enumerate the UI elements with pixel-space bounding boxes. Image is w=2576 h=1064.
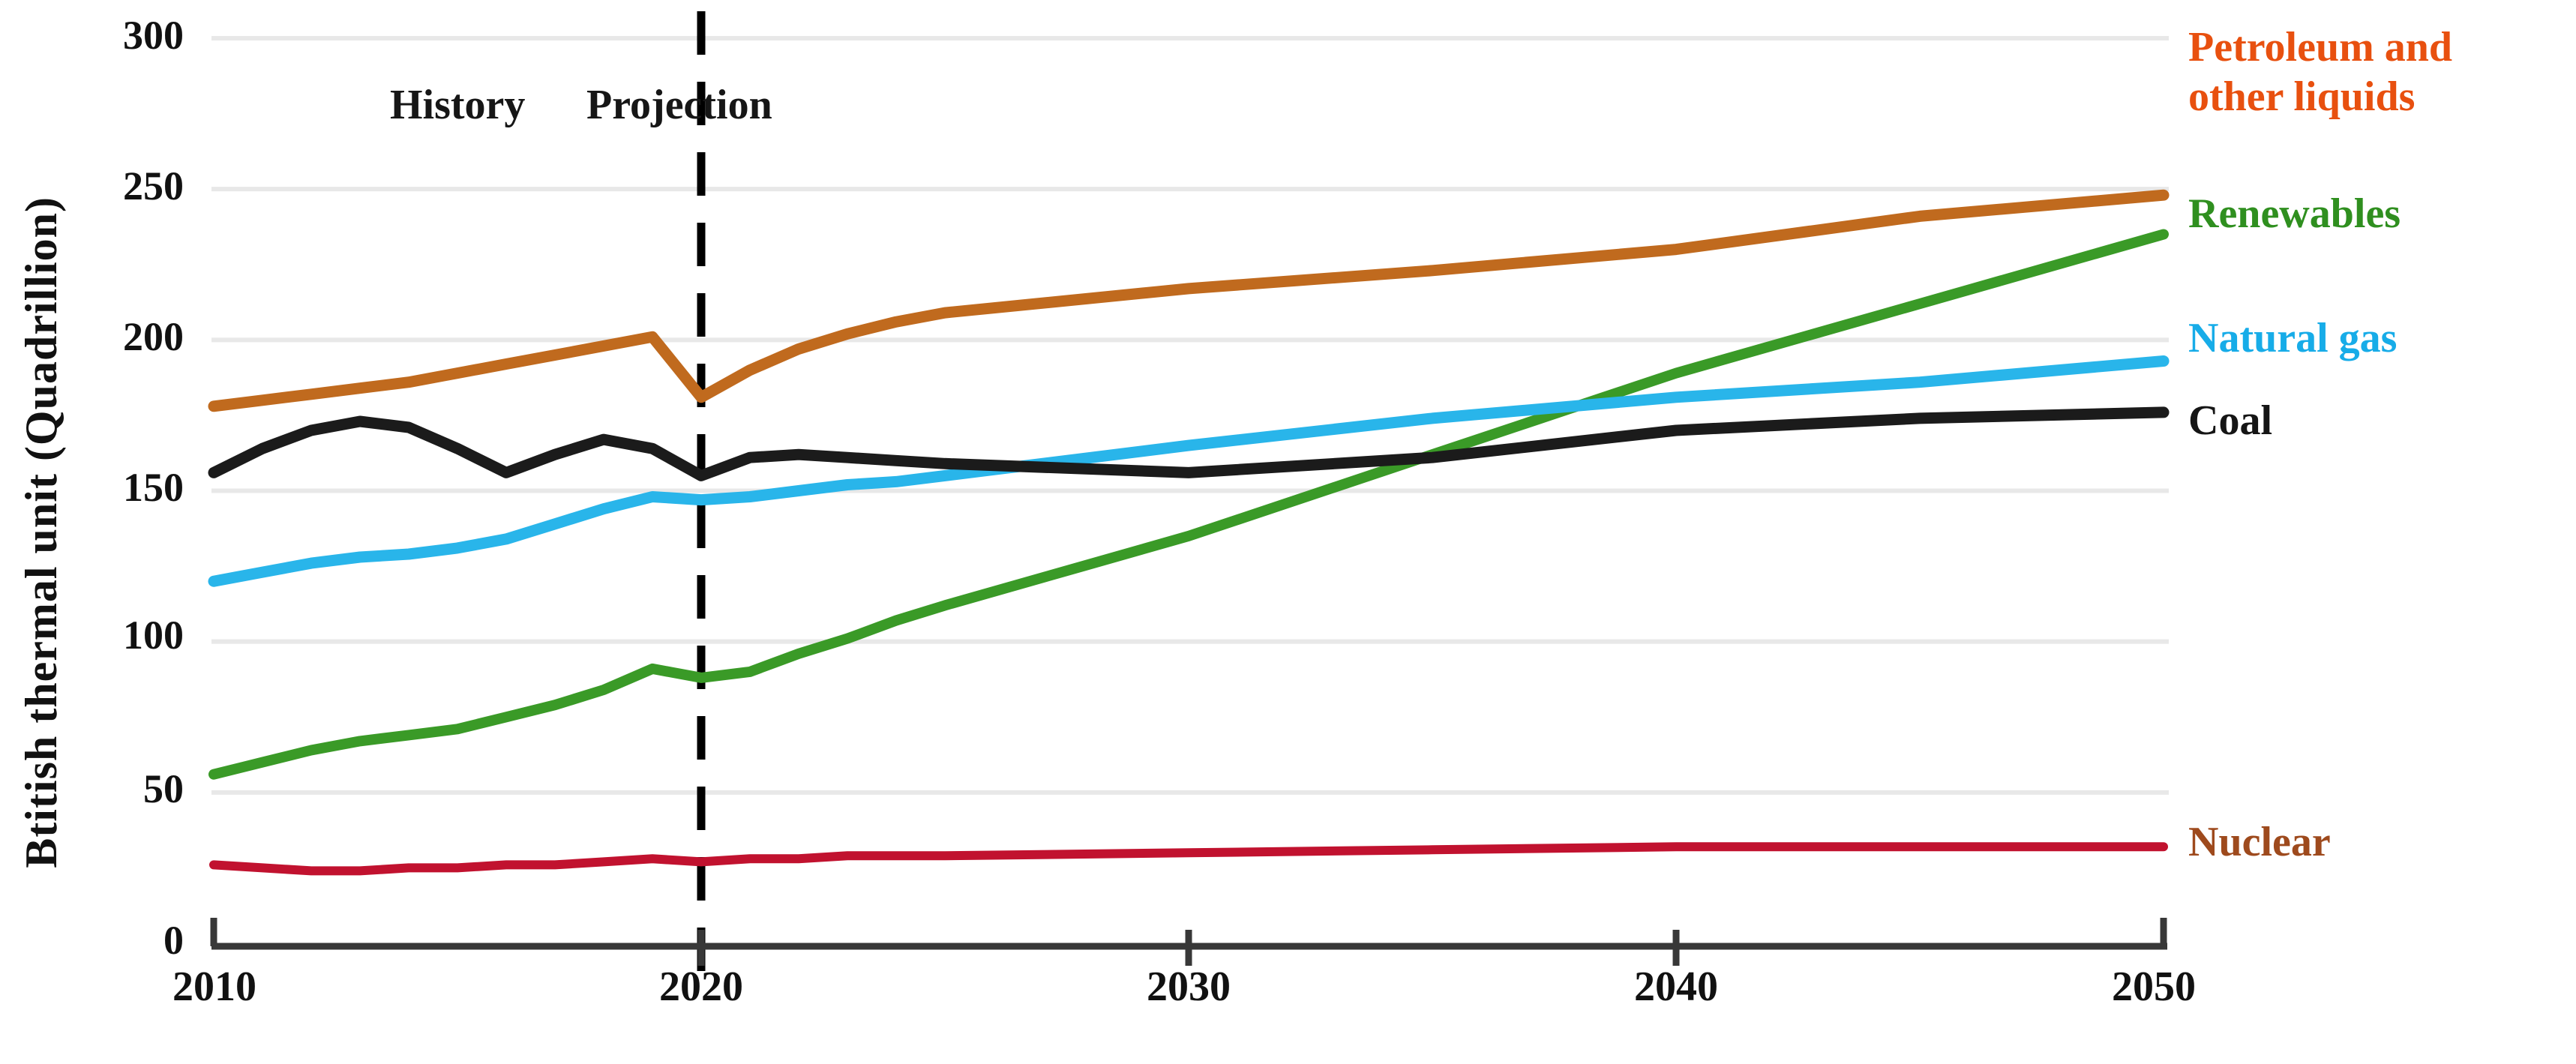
legend-petroleum-line2: other liquids [2188, 73, 2416, 121]
y-tick-250: 250 [123, 163, 184, 208]
x-tick-2010: 2010 [172, 964, 256, 1010]
y-axis-title: Btitish thermal unit (Quadrillion) [16, 196, 66, 868]
legend-nuclear: Nuclear [2188, 819, 2331, 865]
x-tick-2020: 2020 [659, 964, 743, 1010]
x-tick-2050: 2050 [2112, 964, 2196, 1010]
projection-label: Projection [586, 82, 772, 128]
legend-renewables: Renewables [2188, 190, 2401, 237]
legend-natural-gas: Natural gas [2188, 315, 2398, 361]
x-tick-2040: 2040 [1634, 964, 1718, 1010]
y-tick-50: 50 [143, 766, 184, 811]
series-line-renewables [208, 229, 2169, 780]
y-tick-300: 300 [123, 13, 184, 58]
history-label: History [390, 82, 526, 128]
y-tick-200: 200 [123, 314, 184, 359]
x-axis-line [210, 918, 2167, 966]
legend-petroleum: Petroleum and other liquids [2188, 22, 2452, 121]
data-series-lines [208, 189, 2170, 876]
y-tick-0: 0 [163, 918, 184, 963]
x-tick-2030: 2030 [1147, 964, 1231, 1010]
y-tick-150: 150 [123, 465, 184, 510]
gridlines [211, 36, 2169, 795]
series-line-petroleum-and-other-liquids [208, 189, 2170, 412]
y-tick-100: 100 [123, 613, 184, 658]
series-line-natural-gas [208, 355, 2170, 587]
legend-coal: Coal [2188, 397, 2272, 444]
legend-petroleum-line1: Petroleum and [2188, 24, 2453, 70]
series-line-coal [208, 406, 2170, 481]
series-line-nuclear [209, 842, 2168, 876]
